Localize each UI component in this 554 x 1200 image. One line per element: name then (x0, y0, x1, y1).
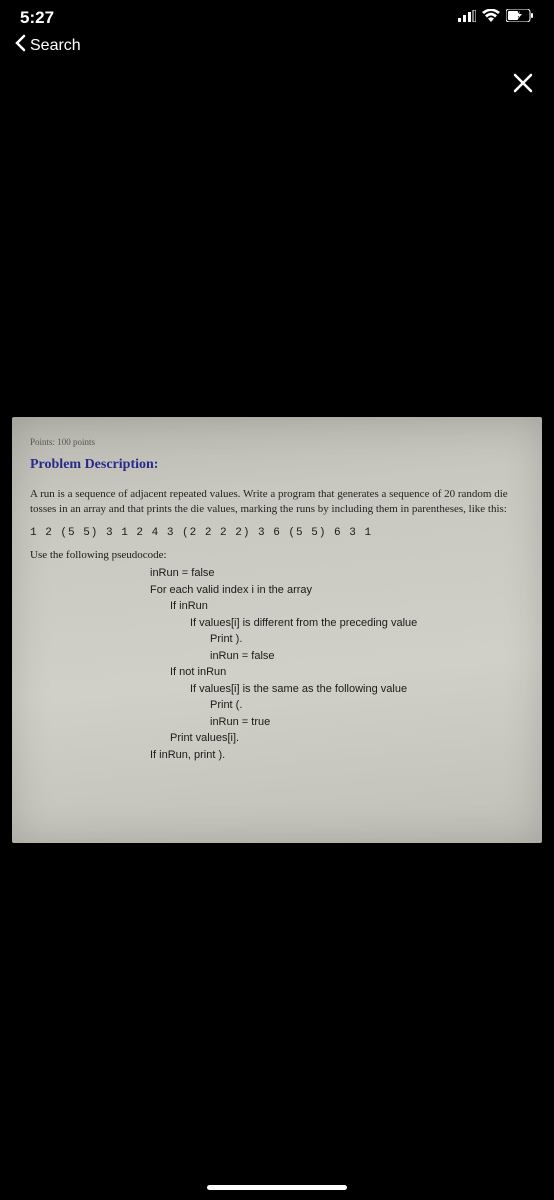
pseudo-line: inRun = true (150, 714, 524, 731)
pseudo-line: For each valid index i in the array (150, 582, 524, 599)
pseudo-line: inRun = false (150, 565, 524, 582)
pseudo-line: Print ). (150, 631, 524, 648)
document-photo: Points: 100 points Problem Description: … (12, 417, 542, 844)
pseudo-line: If inRun, print ). (150, 747, 524, 764)
pseudo-line: If values[i] is different from the prece… (150, 615, 524, 632)
doc-points-header: Points: 100 points (30, 437, 524, 447)
problem-body: A run is a sequence of adjacent repeated… (30, 487, 524, 518)
pseudo-line: If values[i] is the same as the followin… (150, 681, 524, 698)
pseudo-line: inRun = false (150, 648, 524, 665)
pseudo-line: Print (. (150, 697, 524, 714)
sequence-example: 1 2 (5 5) 3 1 2 4 3 (2 2 2 2) 3 6 (5 5) … (30, 527, 524, 539)
pseudo-line: If inRun (150, 598, 524, 615)
problem-title: Problem Description: (30, 457, 524, 473)
pseudocode-block: inRun = false For each valid index i in … (30, 565, 524, 763)
pseudo-line: If not inRun (150, 664, 524, 681)
pseudo-line: Print values[i]. (150, 730, 524, 747)
home-indicator[interactable] (207, 1185, 347, 1190)
photo-viewer[interactable]: Points: 100 points Problem Description: … (0, 0, 554, 1200)
pseudocode-intro: Use the following pseudocode: (30, 549, 524, 561)
